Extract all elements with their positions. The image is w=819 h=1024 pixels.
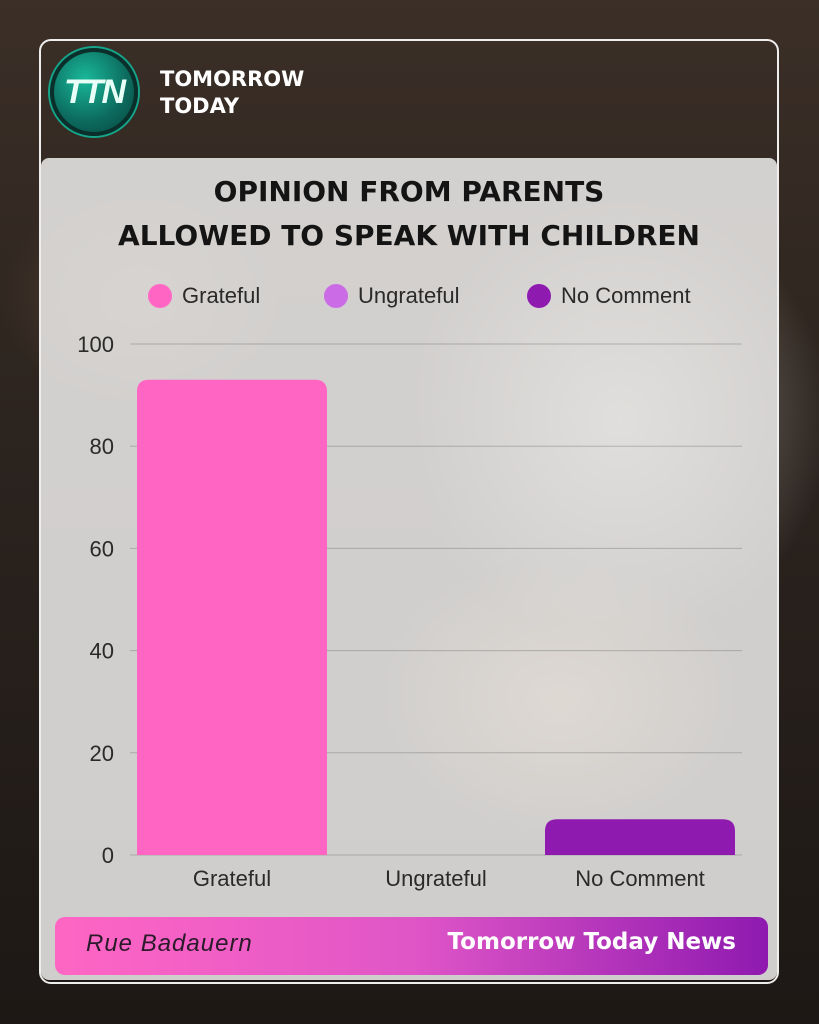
chart-legend: Grateful Ungrateful No Comment bbox=[0, 283, 819, 313]
brand-line-2: TODAY bbox=[160, 94, 240, 118]
chart-title: OPINION FROM PARENTS ALLOWED TO SPEAK WI… bbox=[41, 170, 777, 258]
x-tick-label: Grateful bbox=[193, 866, 271, 891]
y-tick-label: 20 bbox=[90, 741, 114, 766]
legend-swatch bbox=[324, 284, 348, 308]
y-tick-label: 0 bbox=[102, 843, 114, 868]
brand-name: TOMORROW TODAY bbox=[160, 66, 304, 120]
y-tick-label: 80 bbox=[90, 434, 114, 459]
bar-no-comment bbox=[545, 819, 735, 855]
legend-item-grateful: Grateful bbox=[148, 283, 260, 309]
legend-swatch bbox=[148, 284, 172, 308]
x-tick-label: No Comment bbox=[575, 866, 705, 891]
legend-label: Ungrateful bbox=[358, 283, 460, 308]
legend-item-no-comment: No Comment bbox=[527, 283, 691, 309]
chart-title-line-1: OPINION FROM PARENTS bbox=[213, 175, 605, 208]
brand-line-1: TOMORROW bbox=[160, 67, 305, 91]
footer-source: Tomorrow Today News bbox=[447, 929, 736, 955]
legend-label: No Comment bbox=[561, 283, 691, 308]
x-tick-label: Ungrateful bbox=[385, 866, 487, 891]
footer-bar bbox=[55, 917, 768, 975]
outer-frame bbox=[39, 39, 779, 984]
legend-swatch bbox=[527, 284, 551, 308]
footer-author: Rue Badauern bbox=[86, 930, 253, 957]
y-tick-label: 40 bbox=[90, 639, 114, 664]
y-tick-label: 100 bbox=[77, 332, 114, 357]
bar-grateful bbox=[137, 379, 327, 855]
logo-text: TTN bbox=[63, 72, 126, 111]
legend-item-ungrateful: Ungrateful bbox=[324, 283, 460, 309]
chart-title-line-2: ALLOWED TO SPEAK WITH CHILDREN bbox=[118, 219, 700, 252]
ttn-logo: TTN bbox=[50, 48, 138, 136]
legend-label: Grateful bbox=[182, 283, 261, 308]
y-tick-label: 60 bbox=[90, 536, 114, 561]
